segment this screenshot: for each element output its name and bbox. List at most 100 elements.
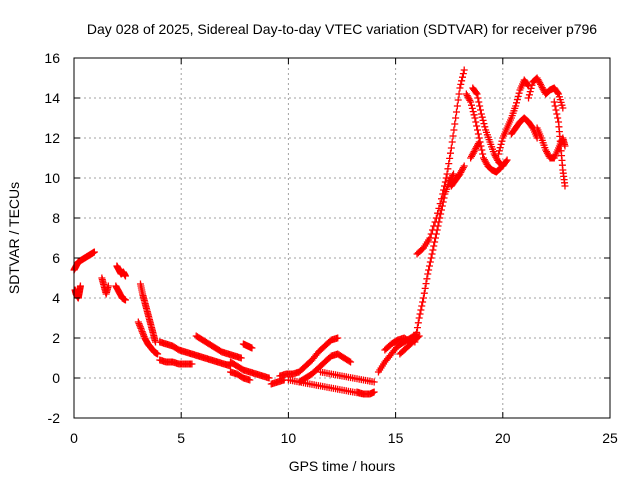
data-point-interp (467, 101, 475, 109)
data-point-interp (400, 346, 408, 354)
data-point-interp (527, 84, 535, 92)
data-point-interp (237, 372, 245, 380)
data-point-interp (558, 101, 566, 109)
data-point (428, 250, 436, 258)
data-point (471, 114, 479, 122)
y-tick-label: 4 (52, 290, 60, 306)
chart-title: Day 028 of 2025, Sidereal Day-to-day VTE… (87, 21, 597, 37)
data-point-interp (137, 324, 145, 332)
data-point-interp (142, 304, 150, 312)
data-point-interp (76, 283, 84, 291)
data-point-interp (215, 346, 223, 354)
data-point-interp (318, 360, 326, 368)
data-point-interp (345, 357, 353, 365)
data-point-interp (147, 320, 155, 328)
data-point (424, 270, 432, 278)
data-point-interp (474, 94, 482, 102)
data-point-interp (469, 149, 477, 157)
data-point-interp (474, 130, 482, 138)
series-arc-33 (550, 98, 569, 190)
data-point-interp (446, 154, 454, 162)
data-point-interp (451, 120, 459, 128)
data-point-interp (472, 118, 480, 126)
plot-frame (73, 57, 611, 419)
data-point (460, 66, 468, 74)
data-point-interp (444, 165, 452, 173)
data-point-interp (421, 284, 429, 292)
data-point-interp (479, 150, 487, 158)
data-point-interp (100, 280, 108, 288)
data-point-interp (318, 344, 326, 352)
series-arc-8 (156, 338, 235, 370)
data-point-interp (452, 108, 460, 116)
data-point-interp (437, 195, 445, 203)
series-arc-11 (227, 358, 273, 382)
data-point-interp (471, 88, 479, 96)
data-point-interp (455, 90, 463, 98)
series-arc-31 (525, 74, 567, 112)
data-point-interp (469, 108, 477, 116)
series-arc-3 (98, 274, 112, 298)
series-arc-29 (495, 76, 533, 158)
data-point-interp (435, 204, 443, 212)
data-point (439, 190, 447, 198)
data-point-interp (498, 137, 506, 145)
data-point-interp (454, 96, 462, 104)
series-arc-15 (276, 334, 342, 380)
data-point-interp (448, 138, 456, 146)
data-point-interp (305, 358, 313, 366)
data-point-interp (450, 126, 458, 134)
data-point (495, 150, 503, 158)
data-point-interp (454, 172, 462, 180)
series-arc-32 (533, 124, 569, 162)
data-point-interp (380, 360, 388, 368)
data-point-interp (427, 230, 435, 238)
series-arc-12 (227, 368, 254, 384)
data-point-interp (90, 248, 98, 256)
data-point-interp (445, 160, 453, 168)
data-point-interp (472, 89, 480, 97)
data-point-interp (440, 186, 448, 194)
data-point-interp (414, 319, 422, 327)
data-point-interp (523, 80, 531, 88)
data-point-interp (417, 246, 425, 254)
data-point-interp (425, 266, 433, 274)
data-point-interp (458, 77, 466, 85)
x-tick-label: 10 (281, 430, 297, 446)
data-point-interp (502, 126, 510, 134)
data-point-interp (482, 159, 490, 167)
data-point-interp (347, 388, 355, 396)
data-point-interp (202, 338, 210, 346)
data-point-interp (473, 122, 481, 130)
data-point-interp (434, 209, 442, 217)
data-point-interp (446, 149, 454, 157)
series-arc-13 (239, 340, 256, 352)
data-point-interp (138, 288, 146, 296)
data-point-interp (369, 388, 377, 396)
grid (74, 58, 610, 418)
data-point-interp (425, 262, 433, 270)
data-point-interp (412, 333, 420, 341)
series-arc-10 (192, 332, 245, 362)
data-point-interp (537, 132, 545, 140)
data-point-interp (406, 340, 414, 348)
data-point-interp (515, 89, 523, 97)
series-arc-7 (134, 318, 162, 358)
y-tick-label: 16 (44, 50, 60, 66)
data-point-interp (423, 275, 431, 283)
data-point-interp (247, 344, 255, 352)
data-point-interp (314, 382, 322, 390)
data-point-interp (440, 182, 448, 190)
data-point-interp (347, 374, 355, 382)
data-point-interp (299, 364, 307, 372)
data-point-interp (513, 99, 521, 107)
data-point-interp (428, 226, 436, 234)
data-point-interp (441, 178, 449, 186)
x-tick-label: 15 (388, 430, 404, 446)
series-arc-18 (317, 368, 378, 386)
y-axis-label: SDTVAR / TECUs (6, 182, 22, 294)
data-point-interp (293, 378, 301, 386)
data-point-interp (325, 384, 333, 392)
series-arc-1 (70, 248, 98, 274)
